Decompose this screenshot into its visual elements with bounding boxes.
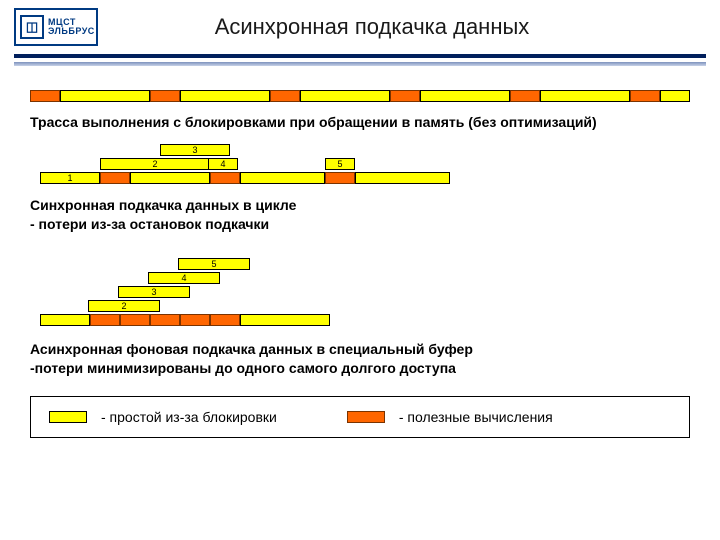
logo-glyph-icon: ◫ [20, 15, 44, 39]
diagram-async-prefetch: 5 4 3 2 [30, 258, 690, 328]
trace-segment [300, 90, 390, 102]
legend-swatch-yellow [49, 411, 87, 423]
legend: - простой из-за блокировки - полезные вы… [30, 396, 690, 438]
diagram-bar: 4 [208, 158, 238, 170]
diagram-bar [240, 314, 330, 326]
diagram-bar [150, 314, 180, 326]
legend-label-useful: - полезные вычисления [399, 409, 553, 425]
caption-sync-line2: - потери из-за остановок подкачки [30, 215, 690, 234]
diagram-sync-prefetch: 3 24 5 1 [30, 144, 690, 186]
legend-item-useful: - полезные вычисления [347, 409, 553, 425]
diagram-bar: 1 [40, 172, 100, 184]
trace-segment [510, 90, 540, 102]
header: ◫ МЦСТ ЭЛЬБРУС Асинхронная подкачка данн… [0, 0, 720, 50]
trace-segment [270, 90, 300, 102]
diagram-bar [120, 314, 150, 326]
diagram-bar: 2 [88, 300, 160, 312]
trace-no-optimization [30, 90, 690, 104]
caption-sync: Синхронная подкачка данных в цикле - пот… [30, 196, 690, 234]
caption-trace1: Трасса выполнения с блокировками при обр… [30, 114, 690, 130]
trace-segment [150, 90, 180, 102]
caption-async: Асинхронная фоновая подкачка данных в сп… [30, 340, 690, 378]
diagram-bar [100, 172, 130, 184]
diagram-bar [240, 172, 325, 184]
diagram-bar: 2 [100, 158, 210, 170]
caption-async-line1: Асинхронная фоновая подкачка данных в сп… [30, 340, 690, 359]
diagram-bar: 5 [178, 258, 250, 270]
logo: ◫ МЦСТ ЭЛЬБРУС [14, 8, 98, 46]
content: Трасса выполнения с блокировками при обр… [0, 66, 720, 438]
diagram-bar [40, 314, 90, 326]
logo-text-bottom: ЭЛЬБРУС [48, 27, 95, 36]
trace-segment [180, 90, 270, 102]
page-title: Асинхронная подкачка данных [98, 14, 706, 40]
diagram-bar [180, 314, 210, 326]
diagram-bar [355, 172, 450, 184]
diagram-bar: 3 [118, 286, 190, 298]
trace-segment [540, 90, 630, 102]
trace-segment [420, 90, 510, 102]
diagram-bar [325, 172, 355, 184]
legend-item-idle: - простой из-за блокировки [49, 409, 277, 425]
caption-sync-line1: Синхронная подкачка данных в цикле [30, 196, 690, 215]
diagram-bar [210, 172, 240, 184]
trace-segment [60, 90, 150, 102]
diagram-bar [130, 172, 210, 184]
diagram-bar [210, 314, 240, 326]
diagram-bar [90, 314, 120, 326]
trace-segment [30, 90, 60, 102]
diagram-bar: 3 [160, 144, 230, 156]
caption-async-line2: -потери минимизированы до одного самого … [30, 359, 690, 378]
diagram-bar: 4 [148, 272, 220, 284]
diagram-bar: 5 [325, 158, 355, 170]
legend-label-idle: - простой из-за блокировки [101, 409, 277, 425]
trace-segment [390, 90, 420, 102]
trace-segment [630, 90, 660, 102]
trace-segment [660, 90, 690, 102]
header-divider [14, 54, 706, 66]
legend-swatch-orange [347, 411, 385, 423]
